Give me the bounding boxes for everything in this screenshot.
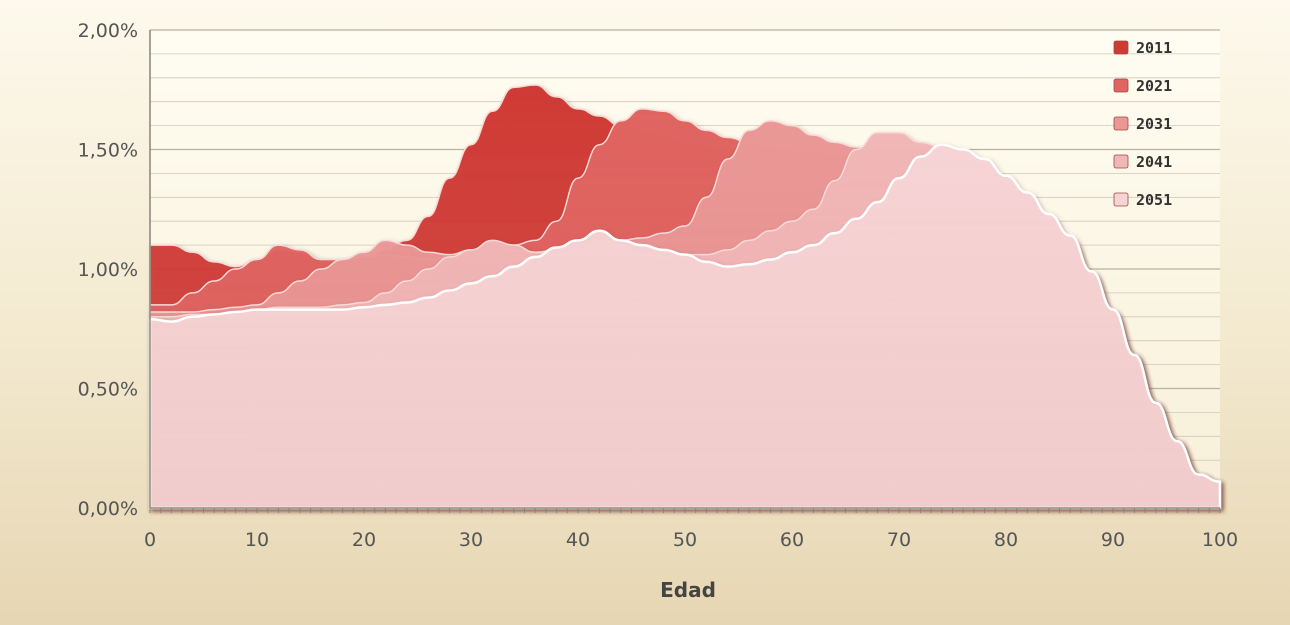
legend-swatch-2011 bbox=[1113, 40, 1129, 55]
area-series-group bbox=[148, 84, 1222, 510]
y-tick-label: 0,50% bbox=[78, 379, 138, 401]
x-tick-label: 50 bbox=[673, 529, 697, 551]
y-tick-label: 2,00% bbox=[78, 20, 138, 42]
x-axis-title: Edad bbox=[660, 578, 716, 602]
x-tick-label: 90 bbox=[1101, 529, 1125, 551]
legend-label-2011: 2011 bbox=[1136, 39, 1172, 57]
y-tick-label: 1,00% bbox=[78, 259, 138, 281]
x-tick-label: 40 bbox=[566, 529, 590, 551]
legend: 2011 2021 2031 2041 2051 bbox=[1113, 39, 1172, 209]
legend-swatch-2041 bbox=[1113, 154, 1129, 169]
y-axis-tick-labels: 0,00% 0,50% 1,00% 1,50% 2,00% bbox=[78, 20, 138, 520]
legend-swatch-2051 bbox=[1113, 192, 1129, 207]
x-tick-label: 0 bbox=[144, 529, 156, 551]
x-tick-label: 100 bbox=[1202, 529, 1238, 551]
legend-swatch-2031 bbox=[1113, 116, 1129, 131]
legend-label-2051: 2051 bbox=[1136, 191, 1172, 209]
y-tick-label: 0,00% bbox=[78, 498, 138, 520]
x-tick-label: 60 bbox=[780, 529, 804, 551]
y-tick-label: 1,50% bbox=[78, 140, 138, 162]
area-series-2051 bbox=[148, 143, 1222, 510]
x-axis-tick-labels: 0 10 20 30 40 50 60 70 80 90 100 bbox=[144, 529, 1238, 551]
legend-label-2021: 2021 bbox=[1136, 77, 1172, 95]
legend-label-2031: 2031 bbox=[1136, 115, 1172, 133]
x-tick-label: 80 bbox=[994, 529, 1018, 551]
legend-label-2041: 2041 bbox=[1136, 153, 1172, 171]
x-tick-label: 10 bbox=[245, 529, 269, 551]
x-tick-label: 70 bbox=[887, 529, 911, 551]
x-tick-label: 30 bbox=[459, 529, 483, 551]
axes bbox=[149, 30, 1221, 513]
legend-swatch-2021 bbox=[1113, 78, 1129, 93]
x-tick-label: 20 bbox=[352, 529, 376, 551]
